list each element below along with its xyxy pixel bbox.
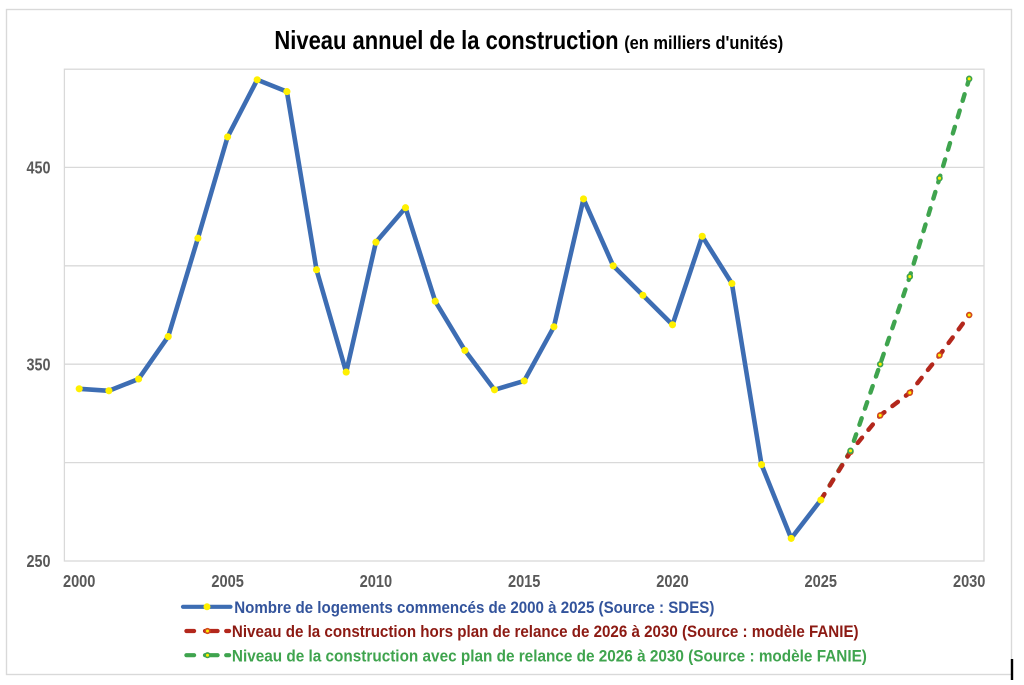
svg-text:2015: 2015 <box>508 571 541 591</box>
svg-text:2005: 2005 <box>211 571 244 591</box>
svg-text:Niveau de la construction hors: Niveau de la construction hors plan de r… <box>232 622 859 641</box>
svg-text:2020: 2020 <box>656 571 689 591</box>
svg-text:2025: 2025 <box>805 571 838 591</box>
svg-text:2000: 2000 <box>63 571 96 591</box>
svg-text:Niveau annuel de la constructi: Niveau annuel de la construction <box>274 27 618 55</box>
svg-text:2010: 2010 <box>360 571 393 591</box>
svg-text:Niveau de la construction avec: Niveau de la construction avec plan de r… <box>232 646 867 665</box>
svg-text:350: 350 <box>27 354 51 374</box>
svg-text:(en milliers d'unités): (en milliers d'unités) <box>624 32 783 53</box>
svg-text:2030: 2030 <box>953 571 986 591</box>
svg-text:250: 250 <box>27 551 51 571</box>
svg-text:450: 450 <box>27 158 51 178</box>
svg-text:Nombre de logements commencés: Nombre de logements commencés de 2000 à … <box>234 598 714 617</box>
